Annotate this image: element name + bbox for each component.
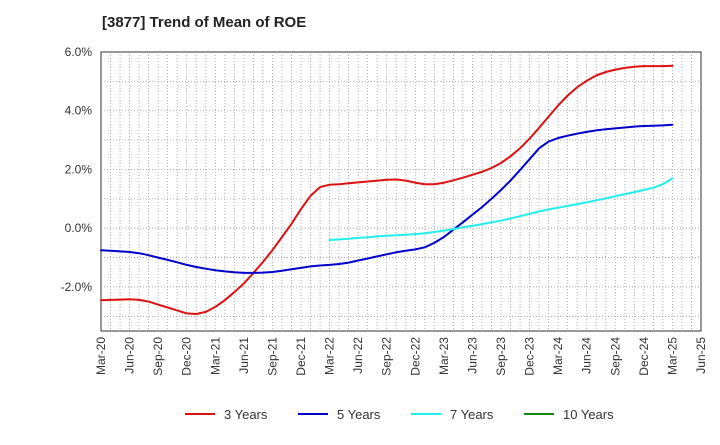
x-tick-label: Jun-20 [123,337,137,374]
x-tick-label: Dec-22 [408,337,422,376]
plot-frame [100,51,702,332]
x-tick-label: Dec-20 [180,337,194,376]
y-tick-label: 4.0% [65,104,93,118]
x-tick-label: Mar-21 [208,337,222,375]
axes: 6.0% 4.0% 2.0% 0.0% -2.0% Mar-20 Jun-20 Sep-20 D… [61,45,708,376]
y-tick-label: 2.0% [65,162,93,176]
x-tick-label: Jun-25 [694,337,708,374]
grid [100,51,702,332]
series-line-7-years [328,177,674,241]
legend-label-10-years: 10 Years [563,407,614,422]
series-lines [100,64,674,315]
x-tick-label: Jun-24 [580,337,594,374]
y-tick-label: -2.0% [61,280,93,294]
x-tick-label: Sep-20 [151,337,165,376]
x-tick-label: Sep-23 [494,337,508,376]
y-tick-label: 0.0% [65,221,93,235]
x-tick-label: Mar-25 [665,337,679,375]
legend-label-7-years: 7 Years [450,407,494,422]
y-tick-label: 6.0% [65,45,93,59]
x-tick-label: Dec-23 [523,337,537,376]
legend-label-3-years: 3 Years [224,407,268,422]
chart-title: [3877] Trend of Mean of ROE [102,14,307,31]
x-tick-label: Sep-22 [380,337,394,376]
legend-label-5-years: 5 Years [337,407,381,422]
x-tick-label: Mar-22 [323,337,337,375]
x-tick-label: Sep-24 [608,337,622,376]
x-tick-label: Mar-24 [551,337,565,375]
x-tick-label: Sep-21 [265,337,279,376]
x-tick-label: Jun-21 [237,337,251,374]
x-tick-label: Jun-23 [465,337,479,374]
series-line-3-years [100,64,674,315]
x-tick-label: Jun-22 [351,337,365,374]
legend: 3 Years 5 Years 7 Years 10 Years [185,407,614,422]
series-line-5-years [100,123,674,274]
x-tick-label: Dec-24 [637,337,651,376]
x-tick-label: Mar-23 [437,337,451,375]
x-tick-label: Mar-20 [94,337,108,375]
x-tick-label: Dec-21 [294,337,308,376]
